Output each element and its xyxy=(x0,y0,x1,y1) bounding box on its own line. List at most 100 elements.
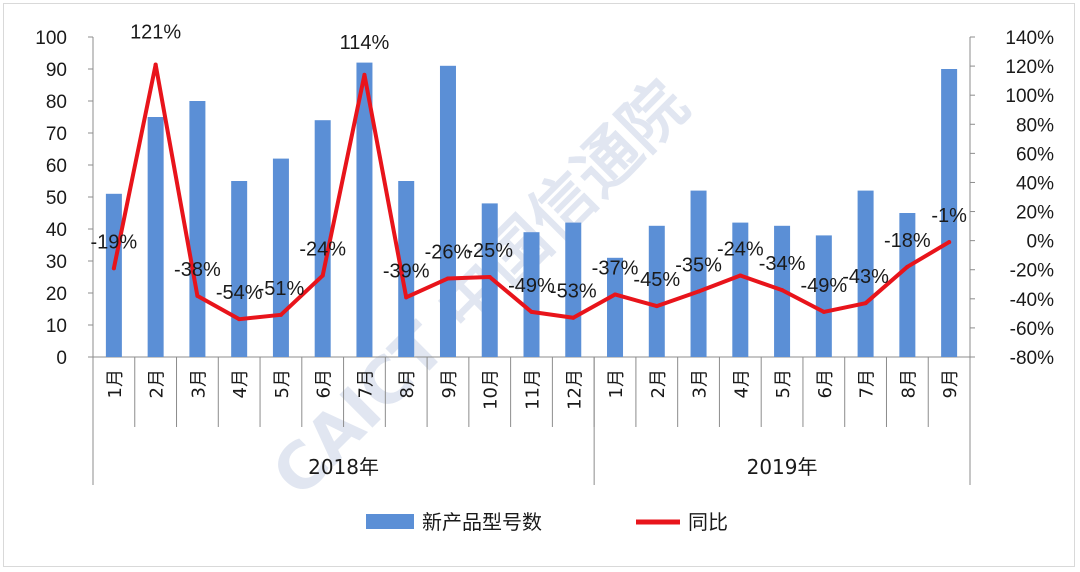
x-tick-label: 8月 xyxy=(397,369,418,398)
line-point xyxy=(487,275,492,279)
data-label: -45% xyxy=(633,269,680,291)
line-point xyxy=(278,312,283,317)
x-tick-label: 1月 xyxy=(606,369,627,398)
data-label: -24% xyxy=(299,239,346,261)
x-tick-label: 3月 xyxy=(188,369,209,398)
x-tick-label: 9月 xyxy=(940,369,961,398)
line-point xyxy=(195,293,200,298)
x-tick-label: 2月 xyxy=(648,369,669,398)
y-tick-label: 80 xyxy=(46,92,67,113)
data-label: -54% xyxy=(216,282,263,304)
bar xyxy=(105,193,122,357)
line-point xyxy=(571,315,576,320)
bar xyxy=(648,225,665,357)
line-point xyxy=(404,295,409,300)
legend-line-label: 同比 xyxy=(688,510,728,534)
x-tick-label: 4月 xyxy=(731,369,752,398)
y-tick-label: 70 xyxy=(46,124,67,145)
data-label: 121% xyxy=(130,22,181,44)
data-label: -39% xyxy=(383,260,430,282)
bar xyxy=(356,62,373,357)
line-point xyxy=(905,264,910,269)
y-tick-label: 90 xyxy=(46,60,67,81)
x-tick-label: 11月 xyxy=(523,369,544,410)
bar xyxy=(607,257,624,357)
x-tick-label: 9月 xyxy=(439,369,460,398)
data-label: -49% xyxy=(508,275,555,297)
x-tick-label: 8月 xyxy=(898,369,919,398)
line-point xyxy=(654,304,659,309)
line-point xyxy=(362,72,367,77)
legend-bar-swatch xyxy=(366,514,414,529)
bar xyxy=(899,213,916,357)
x-group-label: 2019年 xyxy=(747,455,818,479)
y-tick-label: 60 xyxy=(46,156,67,177)
data-label: -37% xyxy=(592,257,639,279)
data-label: -25% xyxy=(466,240,513,262)
bar xyxy=(481,203,498,357)
line-point xyxy=(153,62,158,67)
y2-tick-label: 0% xyxy=(1027,232,1055,253)
x-tick-label: 12月 xyxy=(564,369,585,410)
line-point xyxy=(529,309,534,314)
line-point xyxy=(613,292,618,297)
y-tick-label: 30 xyxy=(46,252,67,273)
data-label: -49% xyxy=(800,275,847,297)
y2-tick-label: -20% xyxy=(1010,261,1054,282)
x-tick-label: 5月 xyxy=(272,369,293,398)
y-tick-label: 40 xyxy=(46,220,67,241)
y2-tick-label: -40% xyxy=(1010,290,1054,311)
x-tick-label: 4月 xyxy=(230,369,251,398)
bar xyxy=(314,120,331,357)
y2-tick-label: 100% xyxy=(1005,86,1054,107)
x-tick-label: 7月 xyxy=(857,369,878,398)
data-label: -18% xyxy=(884,230,931,252)
bar xyxy=(189,101,206,357)
data-label: -38% xyxy=(174,259,221,281)
bar xyxy=(272,158,289,357)
bar xyxy=(565,222,582,357)
line-point xyxy=(947,240,952,245)
bar xyxy=(439,65,456,358)
line-point xyxy=(320,273,325,278)
data-label: -34% xyxy=(759,253,806,275)
y2-tick-label: -80% xyxy=(1010,348,1054,369)
y2-tick-label: 60% xyxy=(1016,144,1054,165)
y2-tick-label: 40% xyxy=(1016,173,1054,194)
bar xyxy=(815,235,832,357)
data-labels: -19% 121% -38%-54%-51% -24% 114% -39%-26%-25%… xyxy=(91,22,968,305)
bar xyxy=(690,190,707,357)
y2-tick-label: -60% xyxy=(1010,319,1054,340)
y2-tick-label: 140% xyxy=(1005,28,1054,49)
data-label: -1% xyxy=(931,205,967,227)
y-tick-label: 10 xyxy=(46,316,67,337)
y2-tick-label: 120% xyxy=(1005,57,1054,78)
bar xyxy=(147,117,164,357)
line-point xyxy=(821,309,826,314)
bar xyxy=(857,190,874,357)
x-tick-label: 10月 xyxy=(481,369,502,410)
x-tick-label: 5月 xyxy=(773,369,794,398)
data-label: -19% xyxy=(91,231,138,253)
x-tick-label: 3月 xyxy=(690,369,711,398)
y-tick-label: 50 xyxy=(46,188,67,209)
y2-tick-label: 80% xyxy=(1016,115,1054,136)
line-point xyxy=(738,273,743,278)
data-label: -35% xyxy=(675,255,722,277)
legend-bar-label: 新产品型号数 xyxy=(422,510,542,534)
bar xyxy=(231,181,248,357)
line-point xyxy=(780,288,785,293)
data-label: -53% xyxy=(550,281,597,303)
data-label: 114% xyxy=(340,32,390,54)
x-tick-label: 1月 xyxy=(105,369,126,398)
line-series xyxy=(111,62,952,322)
bar xyxy=(941,69,958,357)
bar xyxy=(398,181,415,357)
line-point xyxy=(445,276,450,281)
line-point xyxy=(237,317,242,322)
bar xyxy=(523,232,540,357)
x-tick-label: 2月 xyxy=(147,369,168,398)
data-label: -43% xyxy=(842,266,889,288)
line-point xyxy=(696,289,701,294)
